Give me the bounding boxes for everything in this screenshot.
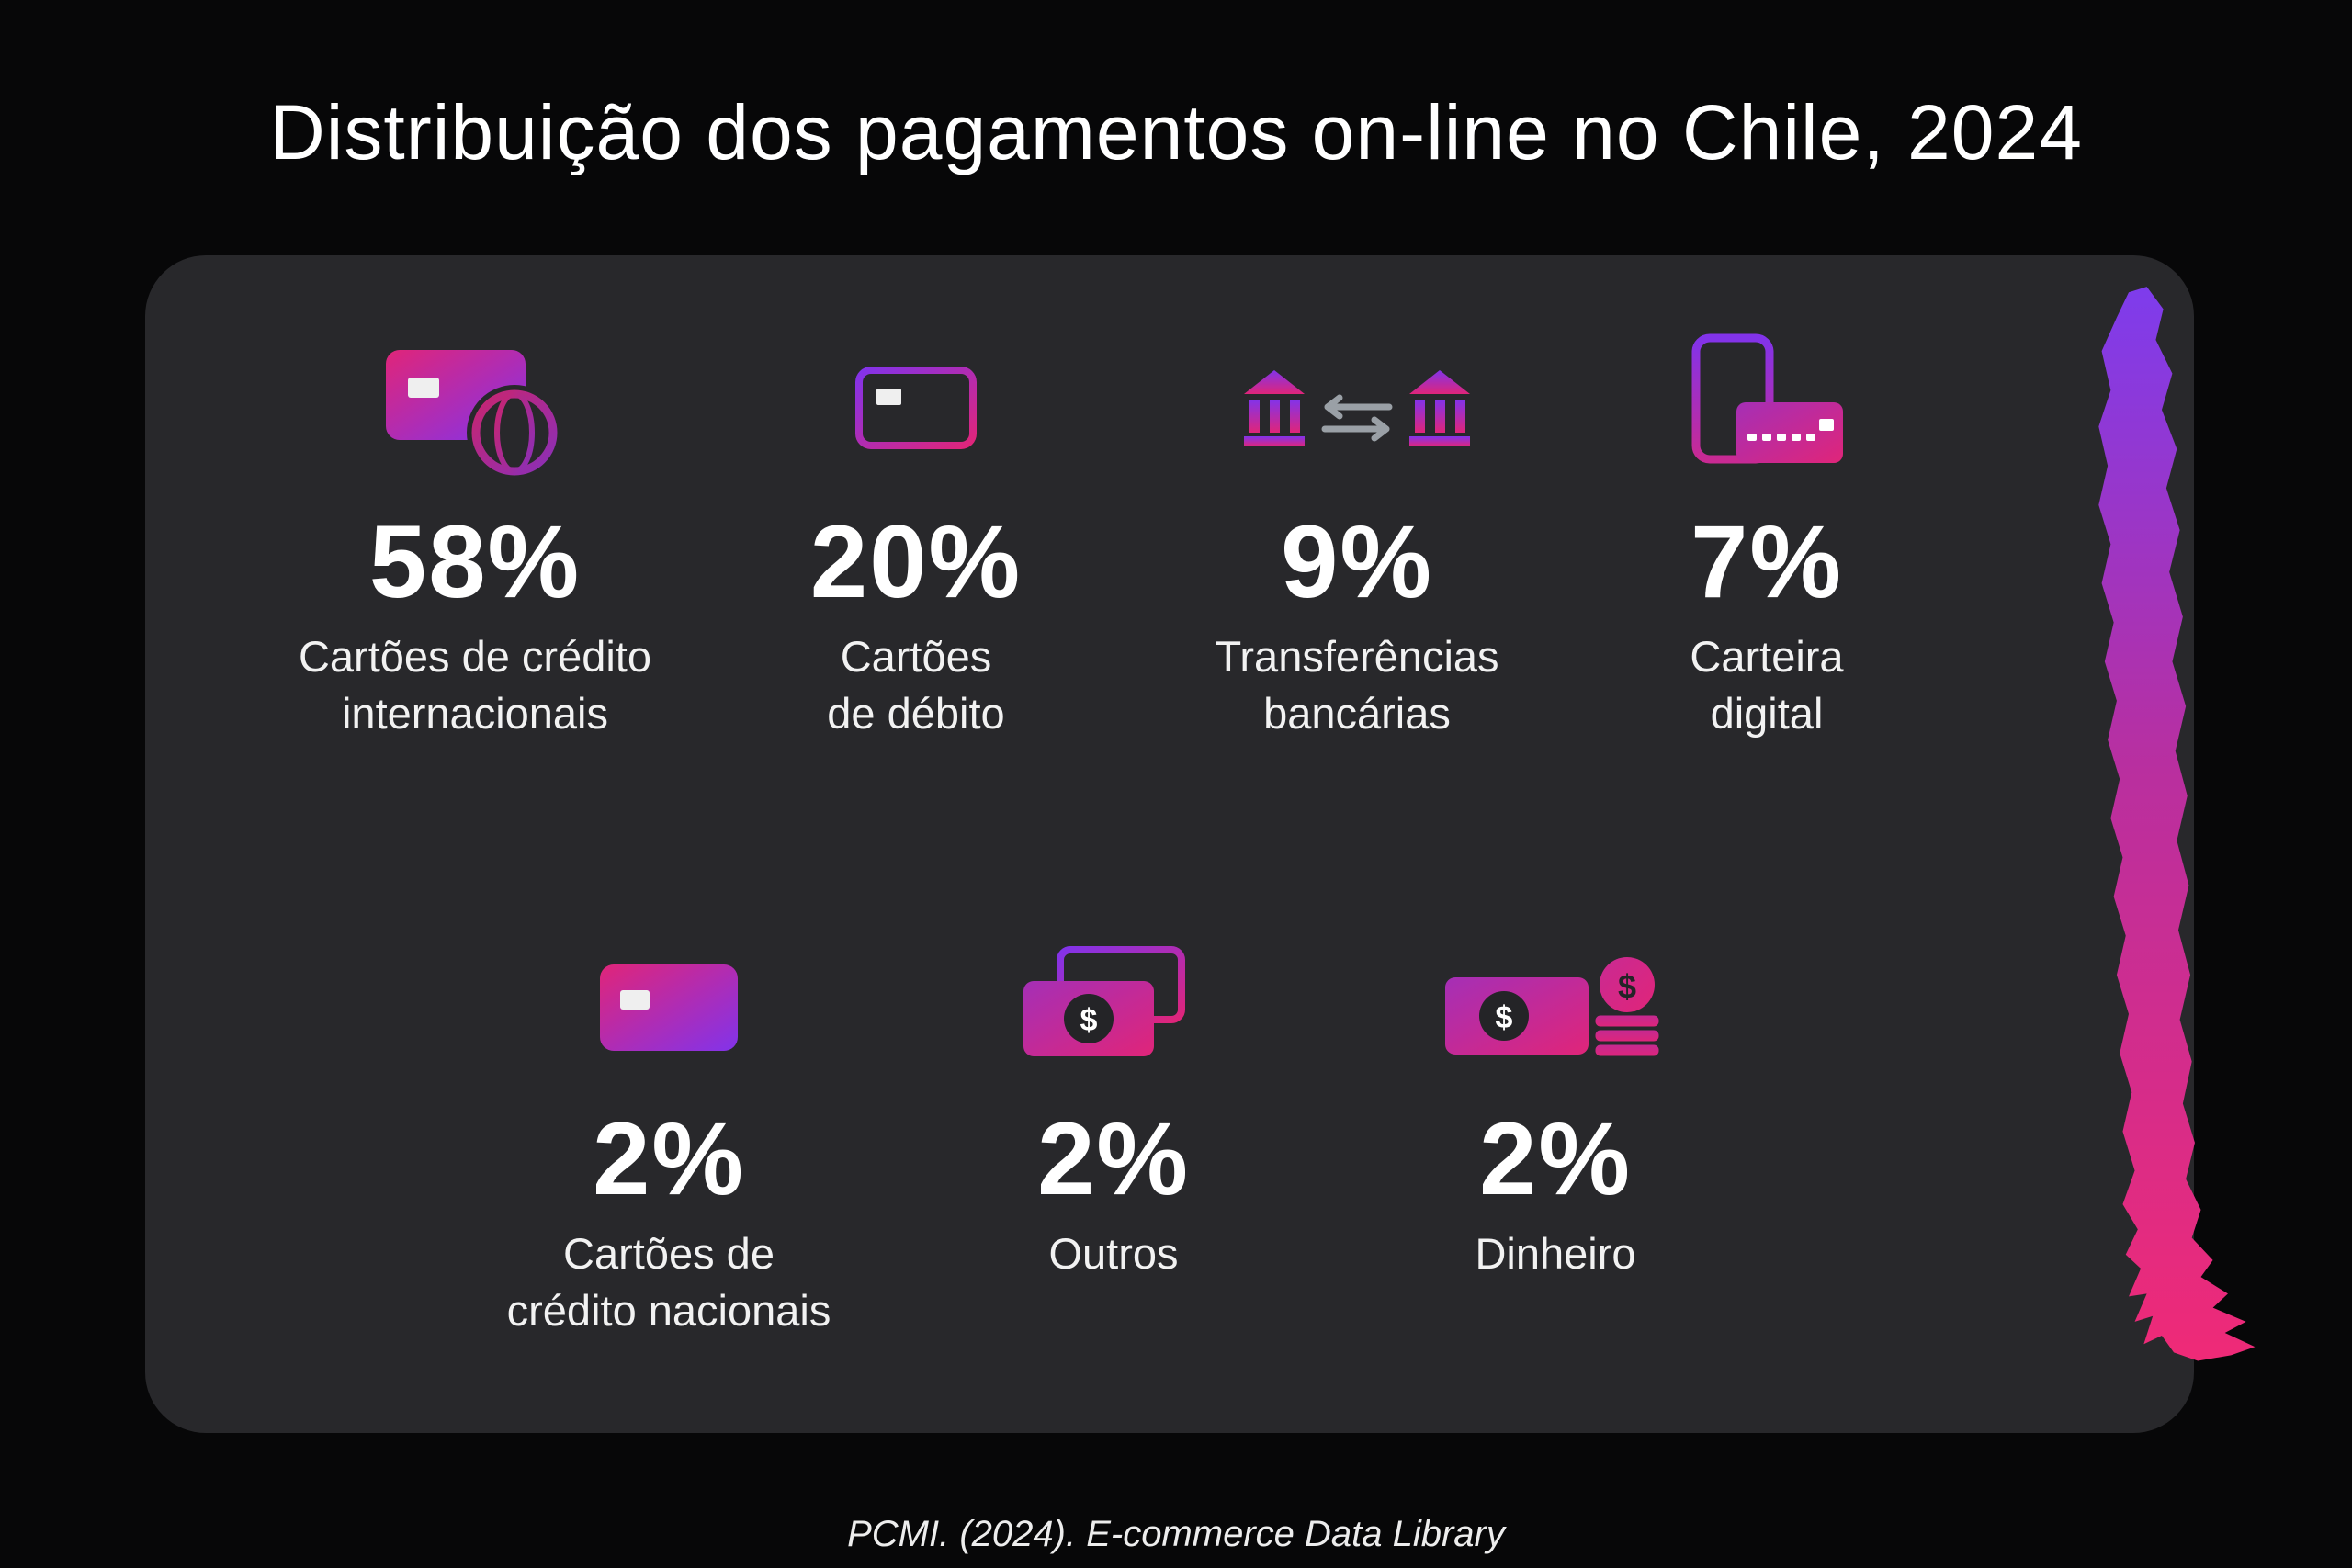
- svg-text:$: $: [1496, 1000, 1513, 1035]
- svg-text:$: $: [1618, 968, 1636, 1006]
- stat-value: 2%: [593, 1101, 745, 1216]
- stat-label: Transferências bancárias: [1215, 632, 1499, 739]
- stat-digital-wallet: 7% Carteira digital: [1528, 303, 2006, 742]
- international-credit-card-icon: [369, 303, 581, 487]
- stat-national-credit-cards: 2% Cartões de crédito nacionais: [430, 900, 908, 1339]
- debit-card-icon: [810, 303, 1022, 487]
- source-citation: PCMI. (2024). E-commerce Data Library: [847, 1514, 1505, 1554]
- stat-value: 2%: [1479, 1101, 1632, 1216]
- stat-value: 58%: [368, 504, 582, 619]
- stat-debit-cards: 20% Cartões de débito: [677, 303, 1155, 742]
- svg-text:$: $: [1080, 1003, 1098, 1038]
- stat-label: Cartões de crédito internacionais: [298, 632, 652, 739]
- page-title: Distribuição dos pagamentos on-line no C…: [269, 89, 2083, 175]
- stat-label: Outros: [1048, 1229, 1179, 1278]
- banknotes-icon: $: [1003, 900, 1224, 1084]
- stat-label: Cartões de crédito nacionais: [506, 1229, 831, 1336]
- stat-label: Cartões de débito: [827, 632, 1005, 739]
- digital-wallet-icon: [1661, 303, 1872, 487]
- stat-cash: $ $ 2% Dinheiro: [1317, 900, 1794, 1282]
- stat-value: 20%: [809, 504, 1023, 619]
- cash-icon: $ $: [1436, 900, 1675, 1084]
- stat-value: 9%: [1281, 504, 1433, 619]
- chile-map-silhouette: [2098, 287, 2256, 1361]
- bank-transfer-icon: [1233, 303, 1481, 487]
- stat-value: 2%: [1037, 1101, 1190, 1216]
- national-credit-card-icon: [563, 900, 775, 1084]
- stat-label: Dinheiro: [1475, 1229, 1636, 1278]
- stat-international-credit-cards: 58% Cartões de crédito internacionais: [236, 303, 714, 742]
- stat-label: Carteira digital: [1690, 632, 1844, 739]
- stat-value: 7%: [1690, 504, 1843, 619]
- stat-bank-transfers: 9% Transferências bancárias: [1118, 303, 1596, 742]
- stat-others: $ 2% Outros: [875, 900, 1352, 1282]
